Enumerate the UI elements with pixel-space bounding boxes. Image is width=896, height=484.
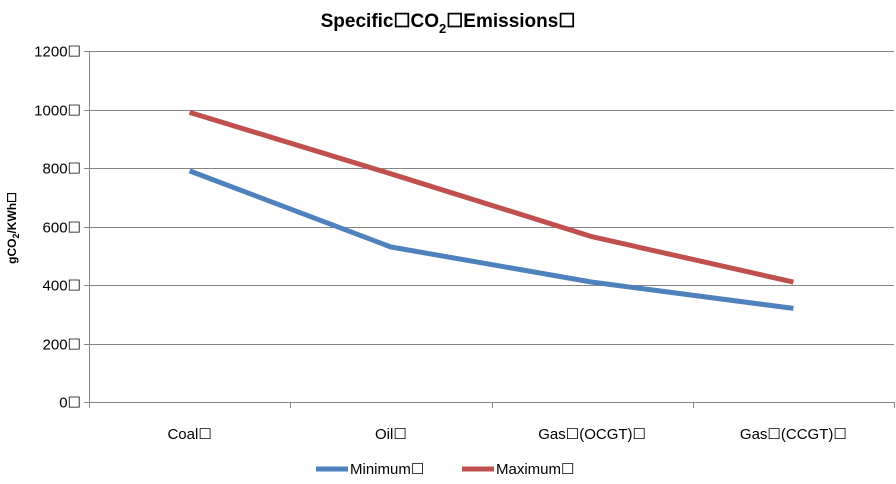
x-tick-label: Coal☐ — [167, 426, 211, 443]
y-tick-label: 400☐ — [43, 278, 81, 295]
y-tick-label: 200☐ — [43, 337, 81, 354]
series-line-maximum — [188, 110, 794, 285]
legend: Minimum☐ Maximum☐ — [316, 461, 574, 478]
series-line-minimum — [188, 168, 794, 311]
series-lines — [188, 110, 794, 311]
y-tick-label: 800☐ — [43, 161, 81, 178]
x-tick-label: Oil☐ — [375, 426, 407, 443]
gridlines — [89, 51, 894, 345]
axes: 0☐ 200☐ 400☐ 600☐ 800☐ 1000☐ 1200☐ Coal☐ Oil☐ Gas… — [34, 44, 895, 443]
y-tick-label: 600☐ — [43, 220, 81, 237]
legend-label: Minimum☐ — [350, 461, 424, 478]
chart-title-subscript: 2 — [439, 21, 446, 36]
chart-title: Specific☐CO2☐Emissions☐ — [321, 11, 576, 36]
y-axis-title: gCO2/KWh☐ — [5, 192, 21, 264]
y-axis-title-subscript: 2 — [11, 234, 21, 239]
y-tick-label: 0☐ — [59, 395, 81, 412]
x-tick-label: Gas☐(CCGT)☐ — [740, 426, 847, 443]
x-tick-label: Gas☐(OCGT)☐ — [538, 426, 646, 443]
y-tick-label: 1000☐ — [34, 103, 81, 120]
y-tick-label: 1200☐ — [34, 44, 81, 61]
legend-label: Maximum☐ — [496, 461, 574, 478]
